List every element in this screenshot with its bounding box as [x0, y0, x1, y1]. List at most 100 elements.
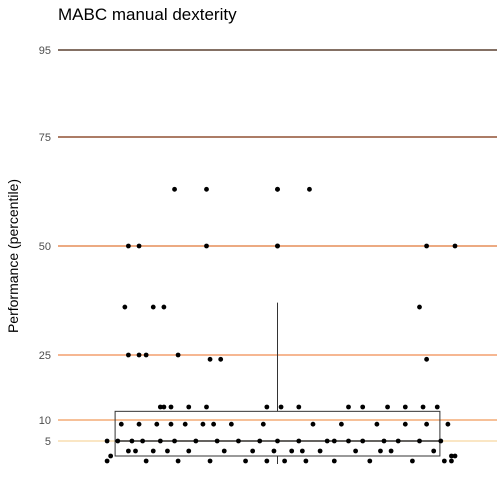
data-point-59 [211, 421, 217, 427]
y-tick-5: 5 [45, 436, 51, 448]
data-point-97 [204, 243, 209, 249]
data-point-83 [175, 352, 181, 358]
data-point-55 [449, 453, 454, 459]
data-point-28 [271, 448, 277, 454]
data-point-4 [125, 448, 131, 454]
data-point-76 [385, 404, 390, 410]
data-point-42 [367, 458, 373, 464]
data-point-85 [207, 356, 213, 362]
data-point-37 [331, 458, 337, 464]
data-point-18 [200, 421, 206, 427]
data-point-9 [150, 448, 156, 454]
data-point-84 [218, 356, 224, 362]
data-point-70 [204, 404, 209, 410]
data-point-77 [402, 404, 408, 410]
data-point-82 [143, 352, 149, 358]
data-point-11 [157, 438, 163, 444]
chart-title: MABC manual dexterity [58, 5, 237, 24]
data-point-38 [339, 421, 344, 427]
data-point-80 [125, 352, 131, 358]
data-point-23 [236, 438, 241, 444]
data-point-2 [104, 458, 110, 464]
data-point-20 [214, 438, 220, 444]
data-point-33 [303, 458, 309, 464]
data-point-0 [108, 453, 114, 459]
data-point-74 [346, 404, 351, 410]
y-tick-75: 75 [39, 132, 51, 144]
data-point-5 [129, 438, 135, 444]
data-point-35 [317, 448, 323, 454]
data-point-30 [282, 458, 287, 464]
data-point-86 [424, 356, 429, 362]
data-point-43 [374, 421, 380, 427]
data-point-64 [299, 448, 305, 454]
data-point-92 [136, 243, 142, 249]
data-point-12 [165, 448, 170, 454]
data-point-58 [115, 438, 121, 444]
data-point-73 [296, 404, 302, 410]
data-point-29 [275, 438, 280, 444]
y-tick-labels: 5 10 25 50 75 95 [39, 45, 51, 448]
data-point-99 [204, 186, 209, 192]
data-point-22 [228, 421, 234, 427]
data-point-50 [424, 421, 429, 427]
data-point-8 [143, 458, 149, 464]
data-point-44 [381, 438, 387, 444]
data-point-41 [360, 438, 366, 444]
data-point-47 [402, 421, 408, 427]
data-point-60 [260, 421, 266, 427]
data-point-32 [296, 438, 302, 444]
data-point-3 [118, 421, 124, 427]
data-point-40 [353, 448, 358, 454]
data-point-72 [278, 404, 284, 410]
data-point-15 [182, 421, 188, 427]
data-point-96 [452, 243, 458, 249]
data-point-95 [424, 243, 429, 249]
data-point-101 [275, 186, 280, 192]
data-point-17 [193, 438, 199, 444]
data-point-91 [125, 243, 131, 249]
data-point-94 [275, 243, 280, 249]
data-point-19 [207, 458, 213, 464]
data-point-48 [410, 458, 415, 464]
y-tick-95: 95 [39, 45, 51, 57]
data-point-25 [250, 448, 256, 454]
data-point-79 [434, 404, 440, 410]
data-point-66 [157, 404, 163, 410]
data-point-13 [172, 438, 177, 444]
data-point-67 [161, 404, 167, 410]
data-point-51 [431, 448, 437, 454]
y-tick-50: 50 [39, 241, 51, 253]
data-point-69 [186, 404, 192, 410]
data-point-89 [161, 304, 167, 310]
data-point-61 [331, 438, 337, 444]
data-point-87 [122, 304, 128, 310]
y-tick-25: 25 [39, 350, 51, 362]
data-point-24 [243, 458, 248, 464]
data-point-39 [346, 438, 351, 444]
data-point-65 [378, 448, 383, 454]
data-point-52 [438, 438, 444, 444]
data-point-81 [136, 352, 142, 358]
data-point-63 [168, 421, 174, 427]
data-point-68 [168, 404, 174, 410]
data-point-75 [360, 404, 366, 410]
data-point-16 [186, 448, 192, 454]
data-point-10 [154, 421, 160, 427]
data-point-27 [264, 458, 270, 464]
data-point-54 [445, 421, 451, 427]
data-point-7 [140, 438, 146, 444]
data-point-6 [136, 421, 142, 427]
data-point-56 [449, 458, 454, 464]
data-point-90 [417, 304, 422, 310]
data-point-34 [310, 421, 316, 427]
data-point-45 [388, 448, 394, 454]
data-point-71 [264, 404, 270, 410]
data-point-53 [441, 458, 447, 464]
data-points [104, 186, 458, 464]
data-point-26 [257, 438, 263, 444]
data-point-102 [307, 186, 312, 192]
data-point-57 [452, 453, 458, 459]
data-point-98 [172, 186, 177, 192]
